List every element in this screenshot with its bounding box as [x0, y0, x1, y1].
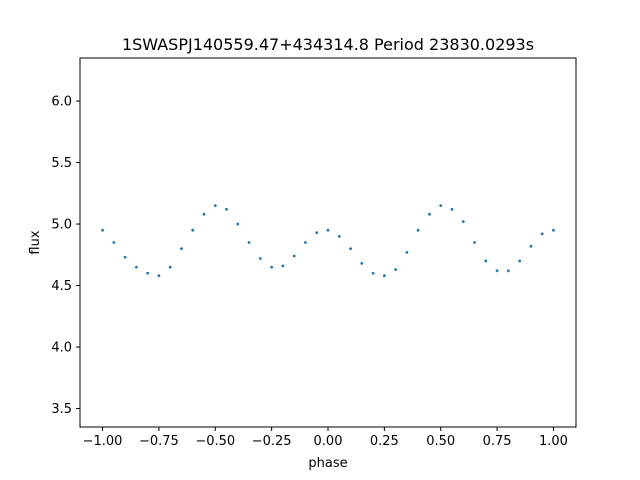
data-point	[349, 247, 352, 251]
data-point	[450, 207, 454, 211]
x-tick-label: 0.75	[483, 434, 512, 449]
data-point	[473, 241, 476, 244]
data-point	[382, 274, 386, 278]
data-point	[461, 220, 465, 223]
y-tick-label: 3.5	[51, 402, 72, 417]
data-point	[371, 271, 375, 275]
x-tick-label: −0.50	[195, 434, 235, 449]
data-point	[157, 274, 161, 278]
x-tick-label: −0.25	[252, 434, 292, 449]
data-point	[292, 254, 296, 258]
data-point	[281, 264, 285, 268]
data-point	[540, 232, 544, 236]
data-point	[101, 228, 104, 232]
data-point	[394, 268, 398, 271]
x-axis-ticks: −1.00 −0.75 −0.50 −0.25 0.00 0.25 0.50 0.75 1.00	[83, 427, 568, 449]
data-point	[202, 212, 206, 216]
y-axis-label: flux	[28, 230, 43, 254]
data-point	[428, 212, 431, 216]
data-point	[326, 228, 330, 232]
data-point	[258, 257, 262, 260]
data-point	[518, 259, 522, 263]
data-point	[213, 204, 217, 208]
data-point	[134, 265, 138, 269]
data-point	[180, 247, 183, 251]
data-point	[506, 269, 510, 273]
x-tick-label: 1.00	[539, 434, 568, 449]
data-point	[236, 222, 240, 226]
y-tick-label: 6.0	[51, 95, 72, 110]
data-point	[247, 241, 251, 244]
x-axis-label: phase	[308, 456, 347, 471]
data-point	[304, 241, 307, 244]
data-point	[337, 234, 341, 238]
data-point	[529, 244, 533, 248]
y-tick-label: 5.5	[51, 156, 72, 171]
data-point	[495, 269, 499, 273]
scatter-points	[101, 204, 555, 278]
data-point	[439, 204, 443, 208]
x-tick-label: −0.75	[139, 434, 179, 449]
data-point	[191, 228, 195, 232]
chart-title: 1SWASPJ140559.47+434314.8 Period 23830.0…	[122, 35, 534, 54]
x-tick-label: 0.50	[426, 434, 455, 449]
y-tick-label: 4.5	[51, 279, 72, 294]
data-point	[123, 255, 127, 259]
data-point	[484, 259, 488, 263]
data-point	[552, 228, 555, 232]
x-tick-label: −1.00	[83, 434, 123, 449]
data-point	[168, 265, 172, 269]
data-point	[315, 231, 319, 235]
y-tick-label: 4.0	[51, 341, 72, 356]
x-tick-label: 0.00	[314, 434, 343, 449]
data-point	[416, 228, 420, 232]
data-point	[270, 265, 274, 269]
x-tick-label: 0.25	[370, 434, 399, 449]
data-point	[405, 250, 409, 254]
data-point	[112, 241, 116, 244]
data-point	[225, 207, 228, 211]
data-point	[146, 271, 150, 275]
y-axis-ticks: 3.5 4.0 4.5 5.0 5.5 6.0	[51, 95, 80, 417]
y-tick-label: 5.0	[51, 218, 72, 233]
data-point	[360, 262, 364, 265]
